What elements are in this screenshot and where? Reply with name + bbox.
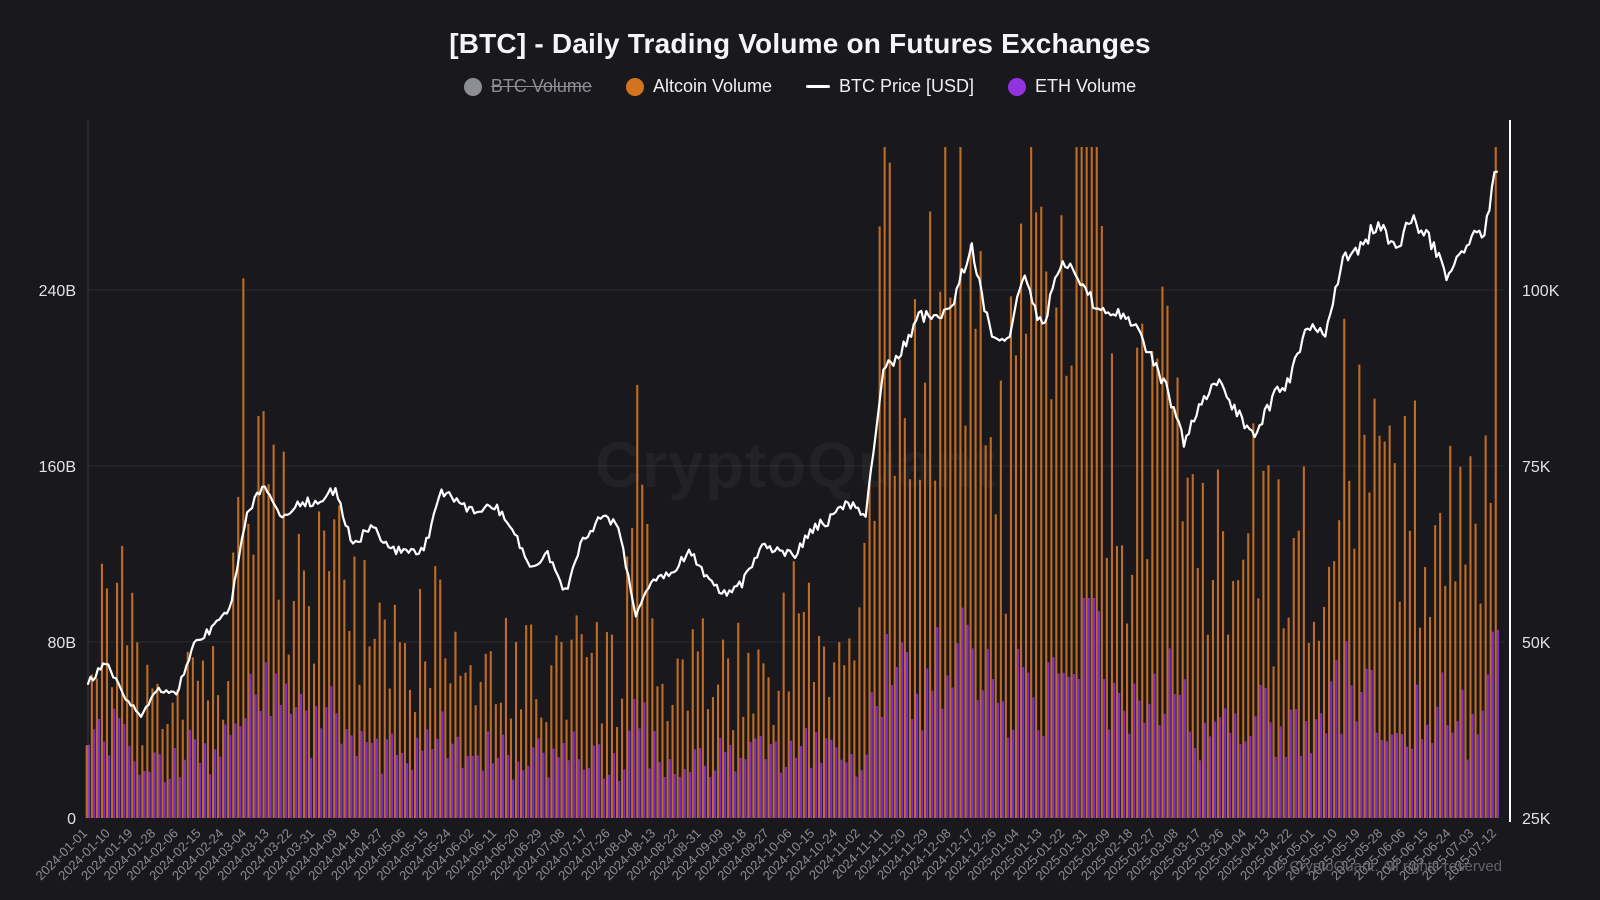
svg-text:100K: 100K: [1522, 283, 1560, 300]
right-axis-labels: 25K 50K 75K 100K: [1522, 283, 1560, 828]
svg-text:75K: 75K: [1522, 459, 1551, 476]
svg-text:25K: 25K: [1522, 811, 1551, 828]
legend-item-btc-price-usd-[interactable]: BTC Price [USD]: [806, 76, 974, 97]
gridlines: [88, 289, 1505, 643]
btc-price-line: [86, 170, 1499, 719]
legend-dot-icon: [625, 77, 644, 96]
legend-item-btc-volume[interactable]: BTC Volume: [463, 76, 592, 97]
legend-item-label: Altcoin Volume: [652, 76, 773, 96]
svg-text:50K: 50K: [1522, 635, 1551, 652]
legend-dot-icon: [463, 77, 482, 96]
chart-title: [BTC] - Daily Trading Volume on Futures …: [449, 28, 1151, 59]
svg-text:160B: 160B: [39, 459, 76, 476]
svg-text:0: 0: [67, 811, 76, 828]
legend-item-label: BTC Volume: [490, 76, 592, 96]
legend-dot-icon: [1008, 77, 1027, 96]
legend-item-label: BTC Price [USD]: [839, 76, 975, 96]
svg-text:240B: 240B: [39, 283, 76, 300]
left-axis-labels: 0 80B 160B 240B: [39, 283, 76, 828]
legend-item-label: ETH Volume: [1035, 76, 1137, 96]
legend-item-eth-volume[interactable]: ETH Volume: [1008, 76, 1136, 97]
x-axis-labels: 2024-01-012024-01-102024-01-192024-01-28…: [32, 826, 1499, 884]
svg-text:80B: 80B: [48, 635, 76, 652]
eth-volume-bars: [87, 598, 1499, 818]
altcoin-volume-bars: [85, 147, 1497, 819]
legend-line-icon: [806, 85, 831, 88]
legend-item-altcoin-volume[interactable]: Altcoin Volume: [625, 76, 773, 97]
legend: BTC Volume Altcoin Volume BTC Price [USD] E…: [0, 76, 1600, 97]
